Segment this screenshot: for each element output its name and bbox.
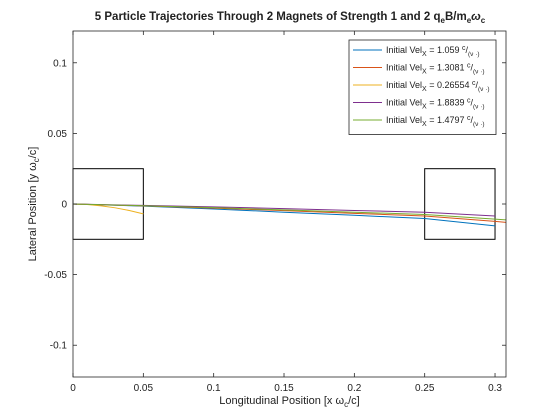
legend-entry-3: Initial VelX = 0.26554 c/(ν ·) <box>386 80 490 93</box>
x-tick-label: 0.15 <box>274 383 294 394</box>
x-tick-label: 0.05 <box>134 383 154 394</box>
x-tick-label: 0.2 <box>347 383 361 394</box>
y-tick-label: -0.05 <box>44 270 67 281</box>
y-tick-label: 0.1 <box>53 58 67 69</box>
x-tick-label: 0 <box>70 383 76 394</box>
x-axis: 0 0.05 0.1 0.15 0.2 0.25 0.3 <box>70 31 502 394</box>
legend: Initial VelX = 1.059 c/(ν ·) Initial VelX… <box>348 39 497 135</box>
legend-entry-2: Initial VelX = 1.3081 c/(ν ·) <box>386 63 485 76</box>
chart-title: 5 Particle Trajectories Through 2 Magnet… <box>95 11 486 25</box>
legend-entry-5: Initial VelX = 1.4797 c/(ν ·) <box>386 115 485 128</box>
series-lines <box>72 203 507 227</box>
y-axis: -0.1 -0.05 0 0.05 0.1 <box>44 58 506 352</box>
legend-entry-4: Initial VelX = 1.8839 c/(ν ·) <box>386 98 485 111</box>
y-tick-label: 0 <box>61 200 67 211</box>
x-tick-label: 0.1 <box>207 383 221 394</box>
legend-entry-1: Initial VelX = 1.059 c/(ν ·) <box>386 45 480 58</box>
series-line-5 <box>72 203 507 221</box>
x-axis-label: Longitudinal Position [x ωc/c] <box>219 395 359 409</box>
magnet-region-2 <box>424 168 496 240</box>
y-tick-label: -0.1 <box>50 341 68 352</box>
y-axis-label: Lateral Position [y ωc/c] <box>27 147 41 262</box>
y-tick-label: 0.05 <box>48 129 68 140</box>
x-tick-label: 0.3 <box>488 383 502 394</box>
x-tick-label: 0.25 <box>415 383 435 394</box>
legend-box <box>348 39 497 135</box>
